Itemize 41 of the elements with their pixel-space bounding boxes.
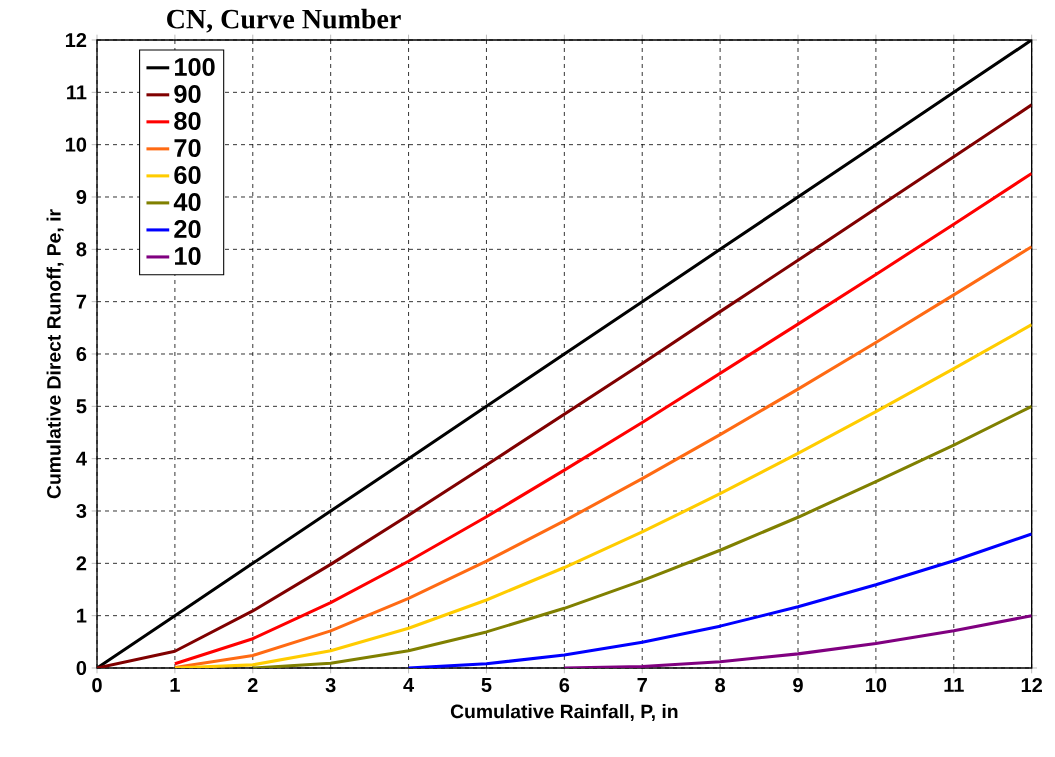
- legend-label: 40: [173, 193, 201, 211]
- y-tick-label: 0: [76, 660, 87, 676]
- line-series: [173, 323, 1032, 668]
- x-tick-label: 10: [866, 678, 887, 693]
- line-series: [407, 532, 1032, 668]
- y-tick-label: 9: [76, 189, 87, 205]
- legend-label: 100: [175, 57, 215, 76]
- line-series: [562, 614, 1032, 668]
- x-tick-label: 7: [637, 678, 647, 692]
- legend-title: CN, Curve Number: [167, 8, 401, 33]
- y-tick-label: 7: [76, 294, 87, 309]
- x-tick-label: 6: [559, 678, 570, 693]
- x-tick-label: 4: [403, 678, 415, 692]
- x-axis-title: Cumulative Rainfall, P, in: [450, 704, 678, 722]
- x-tick-label: 2: [247, 678, 258, 693]
- y-tick-label: 2: [76, 556, 87, 571]
- legend-label: 80: [174, 111, 201, 130]
- x-tick-label: 8: [715, 678, 726, 693]
- x-tick-label: 12: [1021, 678, 1042, 693]
- y-tick-label: 3: [76, 503, 87, 519]
- x-tick-label: 9: [793, 678, 803, 693]
- y-tick-label: 12: [65, 33, 87, 47]
- y-tick-label: 10: [65, 137, 87, 152]
- y-tick-label: 5: [76, 399, 87, 414]
- legend-label: 10: [175, 247, 201, 266]
- y-tick-label: 11: [67, 85, 87, 100]
- y-tick-label: 1: [77, 608, 87, 623]
- legend-label: 70: [174, 139, 201, 157]
- legend-label: 90: [174, 84, 201, 103]
- legend-label: 20: [174, 220, 201, 239]
- x-tick-label: 11: [944, 678, 964, 692]
- y-tick-label: 6: [76, 346, 87, 362]
- x-tick-label: 0: [92, 678, 102, 693]
- line-series: [251, 404, 1032, 668]
- legend-label: 60: [174, 166, 201, 184]
- x-tick-label: 5: [481, 678, 492, 692]
- x-tick-label: 1: [170, 678, 180, 692]
- x-tick-label: 3: [325, 678, 336, 693]
- y-axis-title: Cumulative Direct Runoff, Pe, ir: [46, 209, 64, 499]
- y-tick-label: 4: [76, 451, 87, 466]
- y-tick-label: 8: [76, 242, 87, 257]
